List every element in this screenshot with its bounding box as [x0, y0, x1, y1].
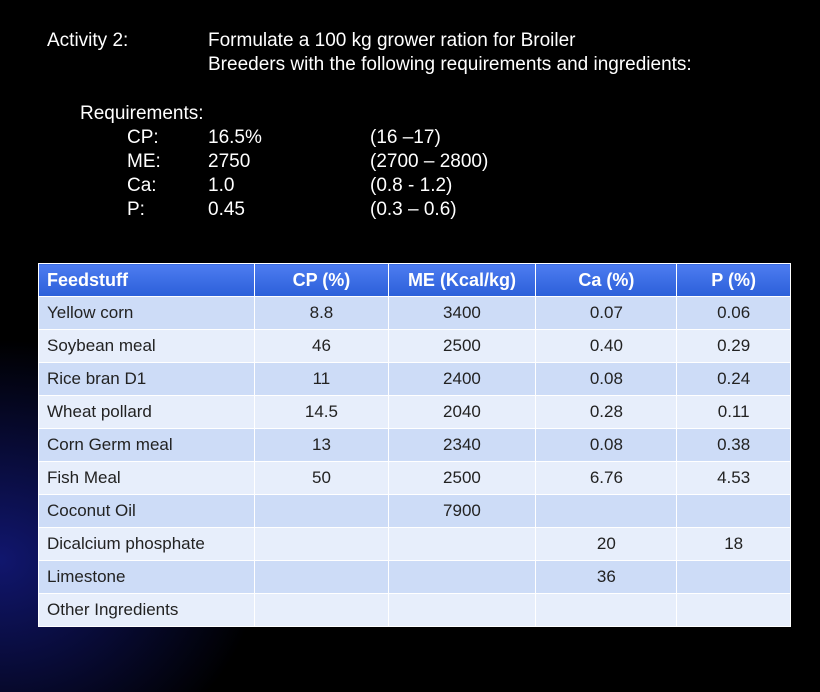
table-cell: 18: [676, 527, 791, 561]
req-name: ME:: [127, 151, 161, 172]
table-cell: Limestone: [37, 560, 256, 594]
table-row: Other Ingredients: [37, 593, 791, 627]
table-row: Fish Meal 50 2500 6.76 4.53: [37, 461, 791, 495]
table-cell: 7900: [387, 494, 537, 528]
table-cell: 0.08: [535, 428, 678, 462]
column-header: CP (%): [254, 263, 389, 297]
table-cell: 0.06: [676, 296, 791, 330]
table-row: Yellow corn 8.8 3400 0.07 0.06: [37, 296, 791, 330]
table-cell: [535, 593, 678, 627]
table-cell: Wheat pollard: [37, 395, 256, 429]
table-cell: 0.28: [535, 395, 678, 429]
table-cell: [254, 593, 389, 627]
table-cell: Rice bran D1: [37, 362, 256, 396]
table-cell: 0.24: [676, 362, 791, 396]
req-value: 0.45: [208, 199, 245, 220]
table-cell: 50: [254, 461, 389, 495]
table-cell: 2400: [387, 362, 537, 396]
requirements-label: Requirements:: [80, 103, 204, 124]
table-cell: [387, 527, 537, 561]
table-cell: Yellow corn: [37, 296, 256, 330]
table-cell: Soybean meal: [37, 329, 256, 363]
table-cell: 11: [254, 362, 389, 396]
table-cell: 0.38: [676, 428, 791, 462]
table-cell: 2340: [387, 428, 537, 462]
req-range: (16 –17): [370, 127, 441, 148]
table-cell: 0.29: [676, 329, 791, 363]
table-cell: 2500: [387, 329, 537, 363]
table-cell: 0.40: [535, 329, 678, 363]
table-cell: [254, 494, 389, 528]
table-row: Limestone 36: [37, 560, 791, 594]
req-value: 1.0: [208, 175, 235, 196]
table-cell: 8.8: [254, 296, 389, 330]
feedstuff-table: Feedstuff CP (%) ME (Kcal/kg) Ca (%) P (%) Ye…: [37, 263, 791, 627]
table-cell: [676, 560, 791, 594]
table-row: Soybean meal 46 2500 0.40 0.29: [37, 329, 791, 363]
table-cell: 6.76: [535, 461, 678, 495]
table-cell: [676, 593, 791, 627]
table-cell: 4.53: [676, 461, 791, 495]
table-cell: 36: [535, 560, 678, 594]
req-range: (0.3 – 0.6): [370, 199, 457, 220]
table-row: Dicalcium phosphate 20 18: [37, 527, 791, 561]
table-cell: 2500: [387, 461, 537, 495]
table-cell: 0.07: [535, 296, 678, 330]
table-cell: 3400: [387, 296, 537, 330]
table-cell: [387, 593, 537, 627]
table-cell: [387, 560, 537, 594]
title-line: Formulate a 100 kg grower ration for Bro…: [208, 30, 576, 51]
activity-label: Activity 2:: [47, 30, 129, 51]
req-value: 16.5%: [208, 127, 262, 148]
table-cell: 14.5: [254, 395, 389, 429]
req-name: Ca:: [127, 175, 157, 196]
column-header: Ca (%): [535, 263, 678, 297]
table-cell: Corn Germ meal: [37, 428, 256, 462]
table-row: Rice bran D1 11 2400 0.08 0.24: [37, 362, 791, 396]
table-cell: [676, 494, 791, 528]
req-name: CP:: [127, 127, 159, 148]
column-header: Feedstuff: [37, 263, 256, 297]
table-cell: [535, 494, 678, 528]
table-cell: 0.08: [535, 362, 678, 396]
table-cell: 2040: [387, 395, 537, 429]
req-range: (2700 – 2800): [370, 151, 489, 172]
req-range: (0.8 - 1.2): [370, 175, 453, 196]
table-cell: Dicalcium phosphate: [37, 527, 256, 561]
table-cell: Other Ingredients: [37, 593, 256, 627]
table-row: Wheat pollard 14.5 2040 0.28 0.11: [37, 395, 791, 429]
table-row: Corn Germ meal 13 2340 0.08 0.38: [37, 428, 791, 462]
table-cell: [254, 527, 389, 561]
table-row: Coconut Oil 7900: [37, 494, 791, 528]
table-cell: 46: [254, 329, 389, 363]
column-header: ME (Kcal/kg): [387, 263, 537, 297]
table-cell: Fish Meal: [37, 461, 256, 495]
req-value: 2750: [208, 151, 251, 172]
table-cell: 20: [535, 527, 678, 561]
table-cell: [254, 560, 389, 594]
table-cell: 0.11: [676, 395, 791, 429]
table-cell: 13: [254, 428, 389, 462]
column-header: P (%): [676, 263, 791, 297]
table-cell: Coconut Oil: [37, 494, 256, 528]
req-name: P:: [127, 199, 145, 220]
title-line: Breeders with the following requirements…: [208, 54, 692, 75]
